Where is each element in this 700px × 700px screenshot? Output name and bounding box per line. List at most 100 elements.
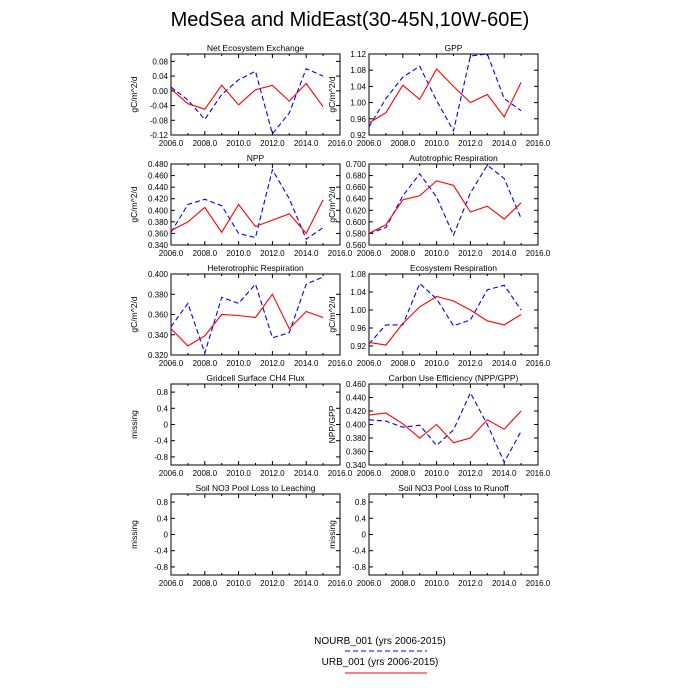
y-axis-label: gC/m^2/d xyxy=(327,186,337,222)
plot-frame xyxy=(170,493,341,576)
x-tick-label: 2016.0 xyxy=(328,359,353,368)
legend xyxy=(345,650,427,674)
y-tick-label: 1.00 xyxy=(350,306,366,315)
panel-ecosystem-respiration: Ecosystem Respiration gC/m^2/d 2006.0 2008.… xyxy=(327,263,551,368)
y-tick-label: 1.04 xyxy=(350,82,366,91)
series-line-urb-001 xyxy=(170,82,324,110)
x-tick-label: 2006.0 xyxy=(159,139,184,148)
x-tick-label: 2014.0 xyxy=(492,359,517,368)
x-tick-label: 2008.0 xyxy=(391,359,416,368)
x-tick-label: 2016.0 xyxy=(328,579,353,588)
y-tick-label: 0.400 xyxy=(148,270,169,279)
y-tick-label: -0.4 xyxy=(352,547,366,556)
y-tick-label: 0.340 xyxy=(346,461,367,470)
panel-soil-no3-pool-loss-to-runoff: Soil NO3 Pool Loss to Runoff missing 2006.… xyxy=(327,483,551,588)
x-tick-label: 2008.0 xyxy=(193,469,218,478)
y-tick-label: 0.8 xyxy=(157,388,169,397)
panel-title: Gridcell Surface CH4 Flux xyxy=(206,373,305,383)
y-tick-label: -0.8 xyxy=(352,563,366,572)
y-tick-label: 1.00 xyxy=(350,99,366,108)
y-tick-label: -0.4 xyxy=(154,547,168,556)
y-tick-label: 0.400 xyxy=(346,421,367,430)
x-tick-label: 2010.0 xyxy=(226,469,251,478)
panel-title: Net Ecosystem Exchange xyxy=(207,43,305,53)
x-tick-label: 2012.0 xyxy=(458,249,483,258)
x-tick-label: 2006.0 xyxy=(357,139,382,148)
y-tick-label: 0 xyxy=(164,421,169,430)
plot-frame xyxy=(368,53,539,136)
y-tick-label: 0.560 xyxy=(346,241,367,250)
x-tick-label: 2006.0 xyxy=(159,359,184,368)
y-tick-label: -0.12 xyxy=(150,131,169,140)
y-tick-label: 0.360 xyxy=(148,311,169,320)
x-tick-label: 2008.0 xyxy=(391,249,416,258)
panel-title: Heterotrophic Respiration xyxy=(207,263,304,273)
y-tick-label: 0.96 xyxy=(350,324,366,333)
x-tick-label: 2012.0 xyxy=(260,249,285,258)
series-line-nourb-001 xyxy=(368,53,522,133)
panel-title: Autotrophic Respiration xyxy=(409,153,498,163)
y-tick-label: 0.460 xyxy=(148,172,169,181)
series-line-urb-001 xyxy=(368,295,522,346)
x-tick-label: 2014.0 xyxy=(294,249,319,258)
x-tick-label: 2012.0 xyxy=(260,469,285,478)
x-tick-label: 2006.0 xyxy=(357,579,382,588)
x-tick-label: 2006.0 xyxy=(357,249,382,258)
x-tick-label: 2012.0 xyxy=(260,579,285,588)
y-tick-label: 0.4 xyxy=(157,514,169,523)
x-tick-label: 2014.0 xyxy=(492,139,517,148)
series-line-nourb-001 xyxy=(368,164,522,237)
x-tick-label: 2016.0 xyxy=(328,249,353,258)
series-line-urb-001 xyxy=(368,68,522,124)
x-tick-label: 2010.0 xyxy=(226,139,251,148)
y-tick-label: 0.96 xyxy=(350,115,366,124)
y-axis-label: NPP/GPP xyxy=(327,405,337,443)
x-tick-label: 2016.0 xyxy=(328,469,353,478)
y-tick-label: 0.440 xyxy=(346,394,367,403)
figure-title: MedSea and MidEast(30-45N,10W-60E) xyxy=(170,9,530,31)
x-tick-label: 2012.0 xyxy=(458,579,483,588)
y-tick-label: 1.08 xyxy=(350,66,366,75)
y-tick-label: 0.8 xyxy=(157,498,169,507)
y-tick-label: 0.400 xyxy=(148,206,169,215)
series-line-urb-001 xyxy=(170,199,324,235)
y-axis-label: gC/m^2/d xyxy=(327,296,337,332)
x-tick-label: 2014.0 xyxy=(294,469,319,478)
y-tick-label: -0.04 xyxy=(150,102,169,111)
y-axis-label: gC/m^2/d xyxy=(129,76,139,112)
series-line-nourb-001 xyxy=(368,391,522,464)
y-tick-label: 0.480 xyxy=(148,160,169,169)
x-tick-label: 2010.0 xyxy=(226,249,251,258)
panel-title: Soil NO3 Pool Loss to Runoff xyxy=(398,483,509,493)
y-tick-label: 0.4 xyxy=(355,514,367,523)
y-axis-label: missing xyxy=(129,410,139,439)
x-tick-label: 2014.0 xyxy=(492,249,517,258)
y-tick-label: 0.360 xyxy=(346,448,367,457)
x-tick-label: 2010.0 xyxy=(226,579,251,588)
y-tick-label: 0.380 xyxy=(346,434,367,443)
x-tick-label: 2010.0 xyxy=(424,359,449,368)
panel-title: GPP xyxy=(445,43,463,53)
series-line-nourb-001 xyxy=(368,282,522,345)
x-tick-label: 2016.0 xyxy=(526,469,551,478)
x-tick-label: 2012.0 xyxy=(458,469,483,478)
x-tick-label: 2008.0 xyxy=(193,249,218,258)
x-tick-label: 2016.0 xyxy=(526,249,551,258)
y-tick-label: 0.340 xyxy=(148,241,169,250)
y-tick-label: 0.440 xyxy=(148,183,169,192)
y-tick-label: 1.12 xyxy=(350,50,366,59)
y-tick-label: 0.340 xyxy=(148,331,169,340)
x-tick-label: 2016.0 xyxy=(526,139,551,148)
x-tick-label: 2006.0 xyxy=(159,579,184,588)
x-tick-label: 2008.0 xyxy=(193,359,218,368)
x-tick-label: 2016.0 xyxy=(526,579,551,588)
panel-title: NPP xyxy=(247,153,265,163)
x-tick-label: 2012.0 xyxy=(458,359,483,368)
x-tick-label: 2016.0 xyxy=(328,139,353,148)
y-tick-label: 0.320 xyxy=(148,351,169,360)
y-axis-label: gC/m^2/d xyxy=(327,76,337,112)
panel-title: Carbon Use Efficiency (NPP/GPP) xyxy=(389,373,519,383)
y-tick-label: 0.00 xyxy=(152,87,168,96)
plot-frame xyxy=(368,163,539,246)
